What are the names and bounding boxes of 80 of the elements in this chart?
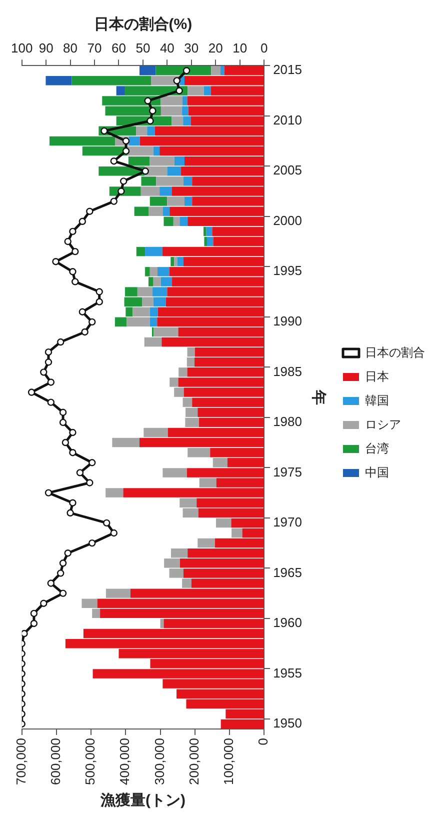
bar: [134, 206, 148, 216]
y-tick-label: 2010: [273, 112, 302, 128]
bar: [140, 66, 156, 76]
bar: [160, 186, 172, 196]
x2-tick-label: 40: [160, 40, 174, 56]
x-tick-label: 600,000: [48, 738, 64, 786]
bar: [173, 216, 180, 226]
bar: [148, 206, 163, 216]
y-tick-label: 1990: [273, 313, 302, 328]
legend-label: 中国: [365, 465, 389, 480]
legend-label: 日本: [365, 369, 389, 384]
y-tick-label: 2015: [273, 62, 302, 78]
legend-label: ロシア: [365, 417, 401, 432]
bar: [150, 196, 168, 206]
bar: [136, 246, 146, 256]
bar: [199, 478, 216, 488]
x2-axis-title: 日本の割合(%): [94, 16, 192, 34]
bar: [112, 438, 140, 448]
y-tick-label: 1950: [273, 716, 302, 731]
bar: [136, 126, 148, 136]
y-tick-label: 1955: [273, 665, 302, 680]
y-tick-label: 1985: [273, 364, 302, 379]
bar: [174, 256, 178, 266]
bar: [147, 126, 155, 136]
bar: [216, 518, 232, 528]
y-tick-label: 1960: [273, 615, 302, 630]
x2-tick-label: 100: [10, 40, 33, 56]
y-tick-label: 1970: [273, 514, 302, 530]
bar: [167, 196, 184, 206]
x2-tick-label: 10: [232, 40, 248, 56]
x2-tick-label: 50: [136, 40, 150, 56]
x2-tick-label: 0: [260, 40, 268, 56]
bar: [162, 468, 187, 478]
y-tick-label: 2000: [273, 212, 302, 228]
y-tick-label: 1975: [273, 464, 302, 480]
bar: [145, 246, 162, 256]
legend-label: 台湾: [365, 441, 389, 456]
bar: [188, 448, 210, 458]
legend-label: 韓国: [365, 393, 389, 408]
bar: [204, 86, 211, 96]
x-tick-label: 500,000: [82, 738, 98, 786]
bar: [46, 76, 72, 86]
x-axis-title: 漁獲量(トン): [99, 792, 186, 810]
bar: [211, 66, 220, 76]
bar: [188, 86, 204, 96]
y-tick-label: 1995: [273, 263, 302, 278]
bar: [162, 206, 170, 216]
bar: [177, 256, 184, 266]
x-tick-label: 400,000: [117, 738, 132, 786]
x-tick-label: 700,000: [13, 738, 28, 786]
legend-label: 日本の割合: [365, 345, 425, 360]
bar: [156, 66, 212, 76]
y-axis-title: 年: [310, 388, 327, 405]
x-tick-label: 300,000: [152, 738, 167, 786]
bar: [183, 176, 192, 186]
y-tick-label: 1980: [273, 414, 302, 430]
bar: [164, 216, 174, 226]
bar: [180, 216, 188, 226]
x2-tick-label: 20: [208, 40, 223, 56]
x-tick-label: 100,000: [221, 738, 236, 786]
bar: [184, 196, 192, 206]
bar: [144, 428, 168, 438]
bar: [232, 528, 242, 538]
x2-tick-label: 80: [63, 40, 78, 56]
bar: [116, 86, 125, 96]
bar: [220, 66, 224, 76]
bar: [153, 146, 160, 156]
bar: [170, 256, 174, 266]
x2-tick-label: 90: [38, 40, 54, 56]
x2-tick-label: 30: [184, 40, 199, 56]
bar: [106, 588, 131, 598]
x-tick-label: 200,000: [186, 738, 202, 786]
y-tick-label: 2005: [273, 162, 302, 178]
x-tick-label: 0: [256, 738, 271, 746]
bar: [198, 538, 215, 548]
x2-tick-label: 70: [87, 40, 102, 56]
y-tick-label: 1965: [273, 564, 302, 580]
x2-tick-label: 60: [112, 40, 126, 56]
bar: [212, 458, 228, 468]
bar: [106, 488, 124, 498]
